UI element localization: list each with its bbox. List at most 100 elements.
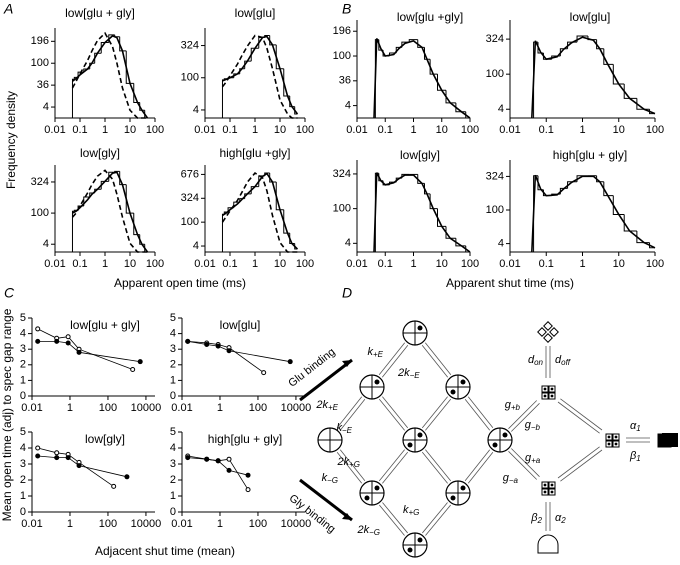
binding-arrow — [299, 358, 353, 402]
arrow-head — [342, 513, 352, 520]
arrow-head — [342, 360, 352, 367]
transition-arrow — [378, 398, 405, 431]
histogram-step — [596, 39, 604, 50]
subunit — [543, 321, 553, 331]
rate-symbol: 2k — [315, 399, 328, 411]
rate-constant: 2k−E — [397, 367, 420, 380]
rate-symbol: β — [530, 512, 538, 524]
marker — [124, 474, 130, 480]
x-tick-label: 0.01 — [44, 258, 65, 270]
transition-arrow — [339, 398, 366, 431]
x-tick-label: 0.01 — [194, 124, 215, 136]
rate-constant: doff — [555, 354, 571, 367]
rate-subscript: −E — [410, 371, 421, 380]
histogram-step — [436, 208, 447, 227]
fit-dashed — [71, 31, 148, 119]
fit-line — [373, 172, 471, 253]
marker — [130, 366, 136, 372]
histogram-step — [445, 226, 456, 239]
histogram-step — [71, 78, 75, 118]
y-tick-label: 4 — [43, 238, 49, 250]
transition-arrow — [382, 502, 408, 534]
rate-constant: g−a — [503, 472, 519, 485]
y-tick-label: 196 — [333, 25, 351, 37]
histogram-step — [250, 186, 259, 194]
fit-line — [72, 171, 149, 253]
fit-line — [222, 172, 299, 250]
chart-title: high[glu + gly] — [208, 432, 282, 446]
y-tick-label: 100 — [333, 50, 351, 62]
marker — [226, 467, 232, 473]
x-axis-label: Apparent open time (ms) — [114, 276, 246, 290]
y-axis-label: Mean open time (adj) to spec gap range — [0, 308, 14, 521]
x-tick-label: 0.01 — [171, 402, 192, 414]
histogram-step — [603, 48, 614, 65]
transition-arrow — [560, 449, 603, 482]
transition-arrow — [382, 451, 409, 484]
rate-symbol: d — [555, 354, 562, 366]
histogram-step — [100, 42, 109, 54]
marker — [261, 370, 267, 376]
transition-arrow — [467, 396, 494, 429]
x-tick-label: 0.01 — [346, 258, 367, 270]
y-tick-label: 1 — [170, 490, 176, 502]
fit-line — [71, 34, 149, 119]
y-tick-label: 100 — [31, 207, 49, 219]
x-tick-label: 0.1 — [72, 124, 87, 136]
x-tick-label: 100 — [146, 124, 164, 136]
rate-subscript: +b — [511, 403, 521, 412]
transition-arrow — [421, 451, 448, 484]
marker — [111, 483, 117, 489]
rate-symbol: g — [525, 452, 532, 464]
rate-constant: k+G — [403, 504, 419, 517]
rate-symbol: 2k — [397, 367, 410, 379]
fit-dashed — [71, 169, 148, 253]
histogram-step — [612, 64, 625, 85]
histogram-step — [119, 36, 127, 52]
ligand-dot — [502, 432, 508, 438]
x-tick-label: 0.1 — [539, 258, 554, 270]
y-tick-label: 3 — [20, 343, 26, 355]
y-tick-label: 0 — [20, 506, 26, 518]
binding-arrow — [299, 478, 353, 522]
fit-line — [37, 341, 141, 363]
transition-arrow — [511, 448, 540, 477]
x-tick-label: 10000 — [131, 518, 162, 530]
chart-title: low[gly] — [80, 146, 120, 160]
transition-arrow — [379, 504, 405, 536]
x-tick-label: 0.1 — [539, 124, 554, 136]
rate-constant: don — [528, 354, 544, 367]
fit-line — [531, 174, 656, 253]
histogram-step — [100, 180, 109, 190]
ligand-dot — [550, 394, 554, 398]
y-tick-label: 324 — [181, 39, 199, 51]
fit-line — [222, 35, 299, 115]
x-tick-label: 0.01 — [21, 402, 42, 414]
x-tick-label: 10 — [436, 124, 448, 136]
x-tick-label: 100 — [646, 124, 664, 136]
x-tick-label: 0.01 — [499, 124, 520, 136]
rate-symbol: α — [630, 420, 637, 432]
rate-constant: α2 — [555, 512, 566, 525]
y-tick-label: 4 — [20, 328, 26, 340]
rate-subscript: 2 — [537, 516, 543, 525]
ligand-dot — [543, 394, 547, 398]
rate-constant: g−b — [525, 419, 541, 432]
rate-subscript: +E — [373, 350, 384, 359]
rate-constant: g+a — [525, 452, 541, 465]
marker — [35, 326, 41, 332]
histogram-step — [436, 74, 447, 91]
rate-symbol: k — [336, 422, 342, 434]
transition-arrow — [382, 396, 409, 429]
rate-constant: β1 — [629, 450, 641, 463]
transition-arrow — [378, 449, 405, 482]
rate-constant: 2k−G — [356, 524, 380, 537]
y-tick-label: 1 — [170, 374, 176, 386]
x-tick-label: 0.1 — [222, 124, 237, 136]
subunit — [662, 433, 678, 447]
marker — [54, 338, 60, 344]
histogram-step — [119, 171, 127, 186]
x-tick-label: 1 — [579, 258, 585, 270]
transition-arrow — [557, 446, 600, 479]
